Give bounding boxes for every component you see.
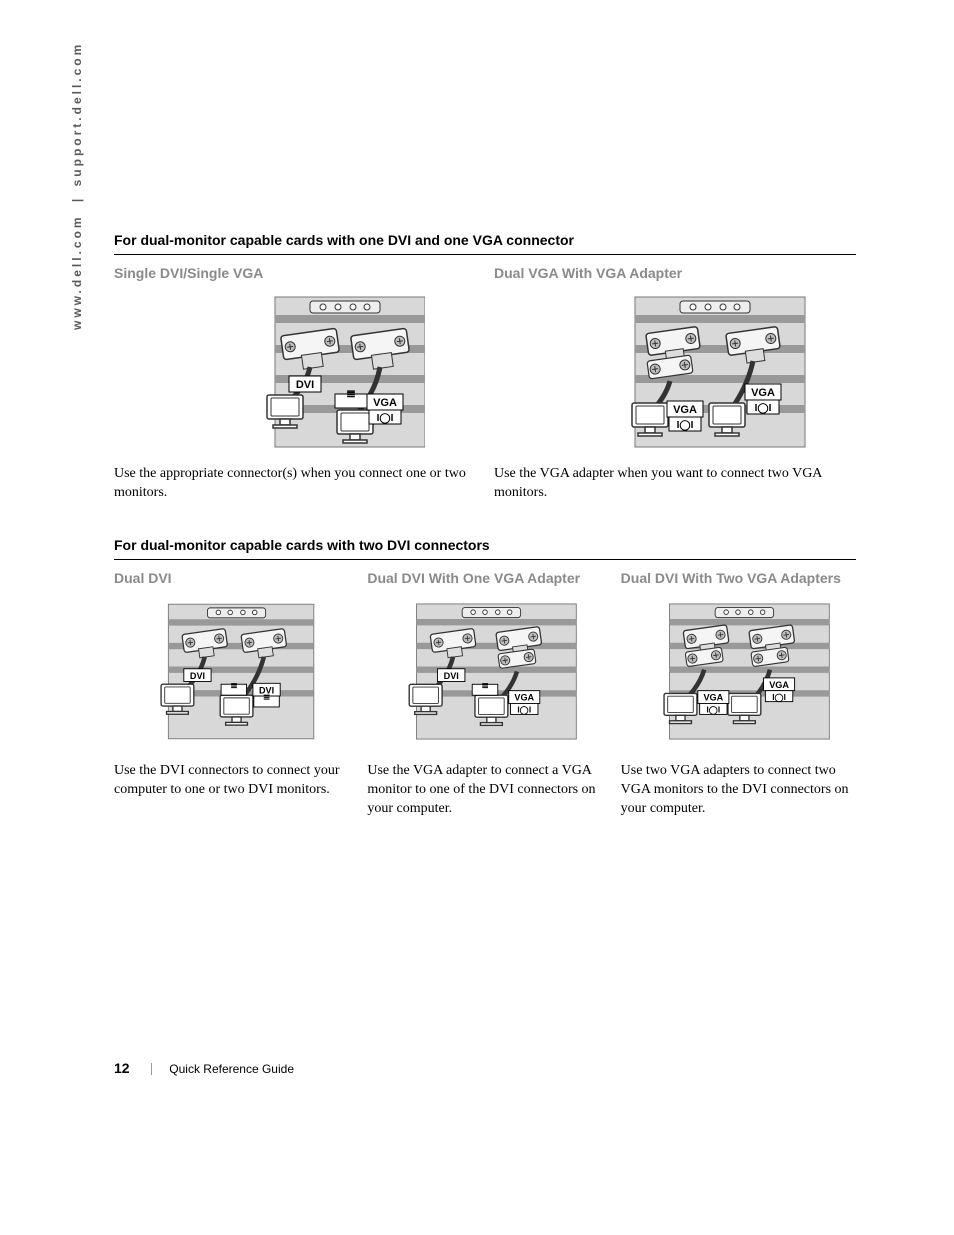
section2-colA-caption: Use the DVI connectors to connect your c… [114,762,349,800]
section1-row: Single DVI/Single VGA [114,265,856,503]
side-url-right: support.dell.com [70,42,84,187]
side-url-divider: | [70,199,84,202]
section1-colA-subhead: Single DVI/Single VGA [114,265,476,281]
section2-row: Dual DVI [114,570,856,819]
section1-colA-figure: DVI 𝌆 VGA I◯I [114,289,476,457]
svg-text:𝌆: 𝌆 [263,692,270,701]
svg-text:VGA: VGA [514,692,534,702]
svg-text:VGA: VGA [373,397,397,409]
section1-colB-subhead: Dual VGA With VGA Adapter [494,265,856,281]
footer-guide: Quick Reference Guide [169,1062,294,1076]
side-url-left: www.dell.com [70,214,84,330]
svg-text:𝌆: 𝌆 [230,681,237,690]
svg-text:I◯I: I◯I [377,413,394,424]
svg-text:VGA: VGA [673,404,697,416]
page-number: 12 [114,1060,130,1076]
section1-header: For dual-monitor capable cards with one … [114,232,856,255]
section1-colA-caption: Use the appropriate connector(s) when yo… [114,465,476,503]
page-content: For dual-monitor capable cards with one … [114,232,856,818]
section2-colB-caption: Use the VGA adapter to connect a VGA mon… [367,762,602,819]
section2-colC: Dual DVI With Two VGA Adapters [621,570,856,819]
section1-colB: Dual VGA With VGA Adapter [494,265,856,503]
svg-text:I◯I: I◯I [707,705,721,715]
section2-colA: Dual DVI [114,570,349,819]
section1-colB-caption: Use the VGA adapter when you want to con… [494,465,856,503]
svg-text:𝌆: 𝌆 [482,681,489,690]
svg-text:DVI: DVI [190,671,205,681]
svg-text:I◯I: I◯I [677,420,694,431]
svg-text:VGA: VGA [770,680,790,690]
page-footer: 12 Quick Reference Guide [114,1060,294,1077]
svg-text:I◯I: I◯I [773,693,787,703]
svg-text:𝌆: 𝌆 [347,389,356,400]
section2-colA-figure: DVI 𝌆 DVI 𝌆 [114,594,349,754]
section2-colC-figure: VGA I◯I VGA I◯I [621,594,856,754]
section2-colB-subhead: Dual DVI With One VGA Adapter [367,570,602,586]
section1-colB-figure: VGA I◯I VGA I◯I [494,289,856,457]
svg-text:I◯I: I◯I [755,403,772,414]
section1-colA: Single DVI/Single VGA [114,265,476,503]
section2-colC-caption: Use two VGA adapters to connect two VGA … [621,762,856,819]
svg-text:VGA: VGA [704,692,724,702]
section2-colA-subhead: Dual DVI [114,570,349,586]
svg-text:I◯I: I◯I [517,705,531,715]
section2-colC-subhead: Dual DVI With Two VGA Adapters [621,570,856,586]
section2-colB: Dual DVI With One VGA Adapter [367,570,602,819]
side-url: www.dell.com | support.dell.com [70,42,84,330]
svg-text:VGA: VGA [751,387,775,399]
section2-header: For dual-monitor capable cards with two … [114,537,856,560]
footer-divider [151,1063,152,1075]
section2-colB-figure: DVI 𝌆 VGA I◯I [367,594,602,754]
fig-label: DVI [296,379,314,391]
svg-text:DVI: DVI [444,671,459,681]
